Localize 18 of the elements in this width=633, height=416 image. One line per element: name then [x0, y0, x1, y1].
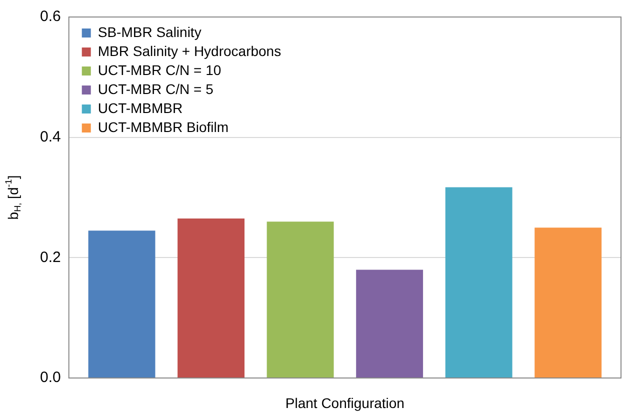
- legend-label: MBR Salinity + Hydrocarbons: [98, 42, 282, 59]
- bar: [266, 222, 334, 378]
- legend-label: UCT-MBR C/N = 10: [98, 62, 222, 78]
- y-axis-title: bH, [d-1]: [4, 175, 23, 220]
- bar: [88, 230, 156, 378]
- bar: [445, 187, 512, 378]
- legend-label: UCT-MBMBR Biofilm: [98, 118, 229, 135]
- y-tick-label: 0.6: [40, 8, 61, 26]
- legend-label: UCT-MBMBR: [98, 100, 183, 116]
- bar: [356, 270, 424, 378]
- y-tick-label: 0.2: [40, 248, 61, 266]
- y-tick-label: 0.4: [40, 128, 61, 146]
- legend-label: SB-MBR Salinity: [98, 24, 202, 40]
- x-axis-title: Plant Configuration: [285, 394, 404, 411]
- bar: [178, 218, 245, 378]
- legend-label: UCT-MBR C/N = 5: [98, 80, 214, 97]
- bar: [534, 228, 602, 378]
- y-tick-label: 0.0: [40, 369, 61, 386]
